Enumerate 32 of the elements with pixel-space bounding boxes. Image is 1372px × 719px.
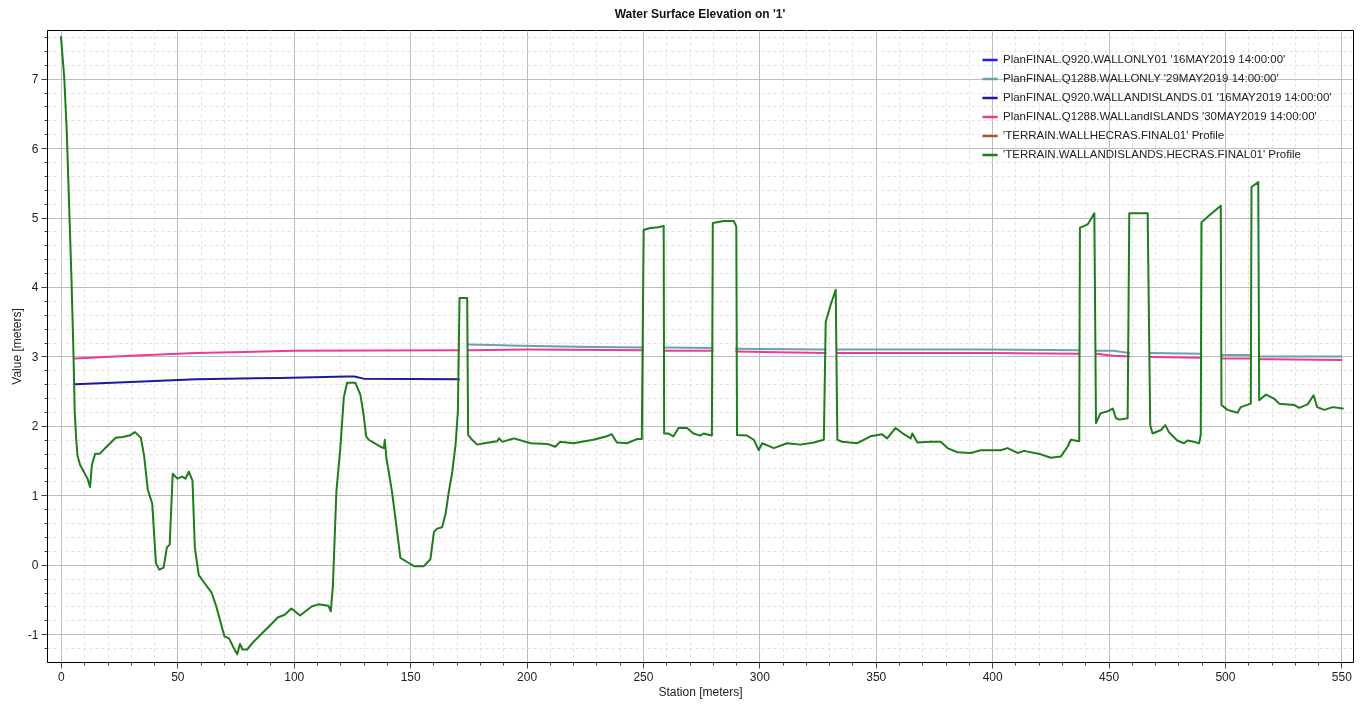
y-tick-label: 3 xyxy=(31,349,39,364)
x-tick-label: 150 xyxy=(400,669,421,684)
x-tick-label: 350 xyxy=(866,669,887,684)
legend-label: PlanFINAL.Q920.WALLONLY01 '16MAY2019 14:00:00' xyxy=(1003,53,1286,65)
x-tick-label: 200 xyxy=(517,669,538,684)
x-axis-title: Station [meters] xyxy=(658,684,743,699)
x-tick-label: 400 xyxy=(982,669,1003,684)
line-series xyxy=(73,375,461,386)
line-series xyxy=(59,35,1344,656)
y-tick-label: 6 xyxy=(31,141,39,156)
legend-label: PlanFINAL.Q920.WALLANDISLANDS.01 '16MAY2019 14:00:00' xyxy=(1003,91,1332,103)
x-tick-label: 0 xyxy=(58,669,66,684)
x-tick-label: 300 xyxy=(749,669,771,684)
y-axis-title: Value [meters] xyxy=(9,308,24,385)
y-tick-label: 1 xyxy=(31,488,39,503)
y-tick-label: 2 xyxy=(31,419,39,434)
y-tick-label: 7 xyxy=(31,72,39,87)
x-tick-label: 50 xyxy=(171,669,185,684)
chart-title: Water Surface Elevation on '1' xyxy=(614,7,786,21)
legend-label: 'TERRAIN.WALLHECRAS.FINAL01' Profile xyxy=(1003,129,1225,141)
y-tick-label: 5 xyxy=(31,211,39,226)
y-tick-label: -1 xyxy=(27,627,39,642)
legend-label: 'TERRAIN.WALLANDISLANDS.HECRAS.FINAL01' Profile xyxy=(1003,148,1301,160)
legend-label: PlanFINAL.Q1288.WALLandISLANDS '30MAY2019 14:00:00' xyxy=(1003,110,1317,122)
x-tick-label: 450 xyxy=(1099,669,1120,684)
legend-label: PlanFINAL.Q1288.WALLONLY '29MAY2019 14:00:00' xyxy=(1003,72,1279,84)
y-tick-label: 0 xyxy=(31,558,39,573)
x-tick-label: 250 xyxy=(633,669,654,684)
x-tick-label: 500 xyxy=(1215,669,1236,684)
x-tick-label: 550 xyxy=(1331,669,1353,684)
x-tick-label: 100 xyxy=(284,669,305,684)
y-tick-label: 4 xyxy=(31,280,39,295)
